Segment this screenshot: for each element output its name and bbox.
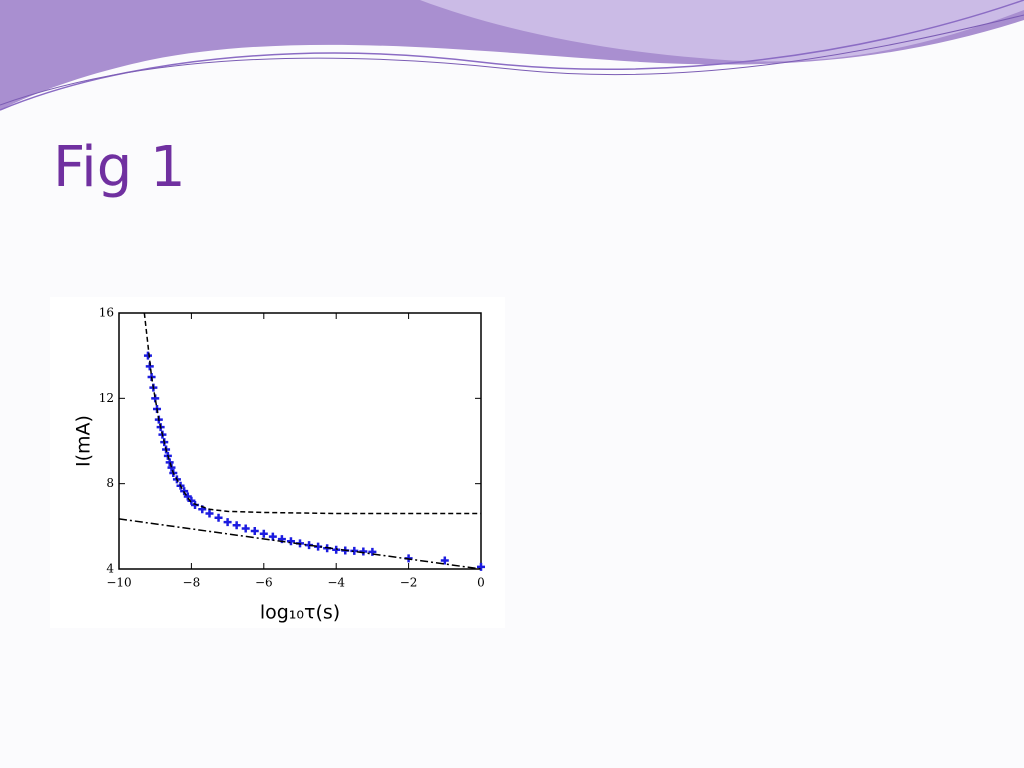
data-point — [477, 562, 485, 571]
x-tick-label: −10 — [106, 576, 131, 590]
fit-line — [118, 518, 482, 570]
data-point — [368, 547, 377, 556]
y-tick-label: 8 — [106, 476, 114, 490]
data-point — [241, 524, 250, 533]
data-point — [359, 547, 368, 556]
plot-frame — [118, 312, 482, 570]
data-point — [440, 556, 449, 565]
x-tick-label: −4 — [327, 576, 345, 590]
y-tick-label: 16 — [99, 306, 114, 320]
x-tick-label: −2 — [400, 576, 418, 590]
y-tick-label: 12 — [99, 391, 114, 405]
data-point — [268, 532, 277, 541]
fit-line — [143, 312, 481, 515]
x-tick-label: −8 — [183, 576, 201, 590]
x-tick-label: −6 — [255, 576, 273, 590]
data-point — [350, 546, 359, 555]
slide-title: Fig 1 — [53, 135, 186, 200]
header-wave-light — [420, 0, 1024, 62]
data-point — [286, 537, 295, 546]
data-point — [165, 458, 174, 467]
figure-background — [50, 297, 505, 628]
data-point — [143, 351, 152, 360]
data-point — [187, 496, 196, 505]
data-point — [332, 545, 341, 554]
data-point — [205, 509, 214, 518]
data-point — [214, 513, 223, 522]
x-tick-label: 0 — [477, 576, 485, 590]
x-axis-label: log₁₀τ(s) — [260, 602, 340, 624]
data-point — [183, 492, 192, 501]
data-point — [259, 529, 268, 538]
data-point — [223, 518, 232, 527]
data-point — [232, 521, 241, 530]
plot: −10 −8 −6 −4 −2 0 4 8 12 16 — [99, 306, 485, 590]
y-tick-label: 4 — [106, 562, 114, 576]
data-point — [250, 527, 259, 536]
header-line — [0, 14, 1024, 106]
y-axis-label: I(mA) — [73, 415, 95, 467]
